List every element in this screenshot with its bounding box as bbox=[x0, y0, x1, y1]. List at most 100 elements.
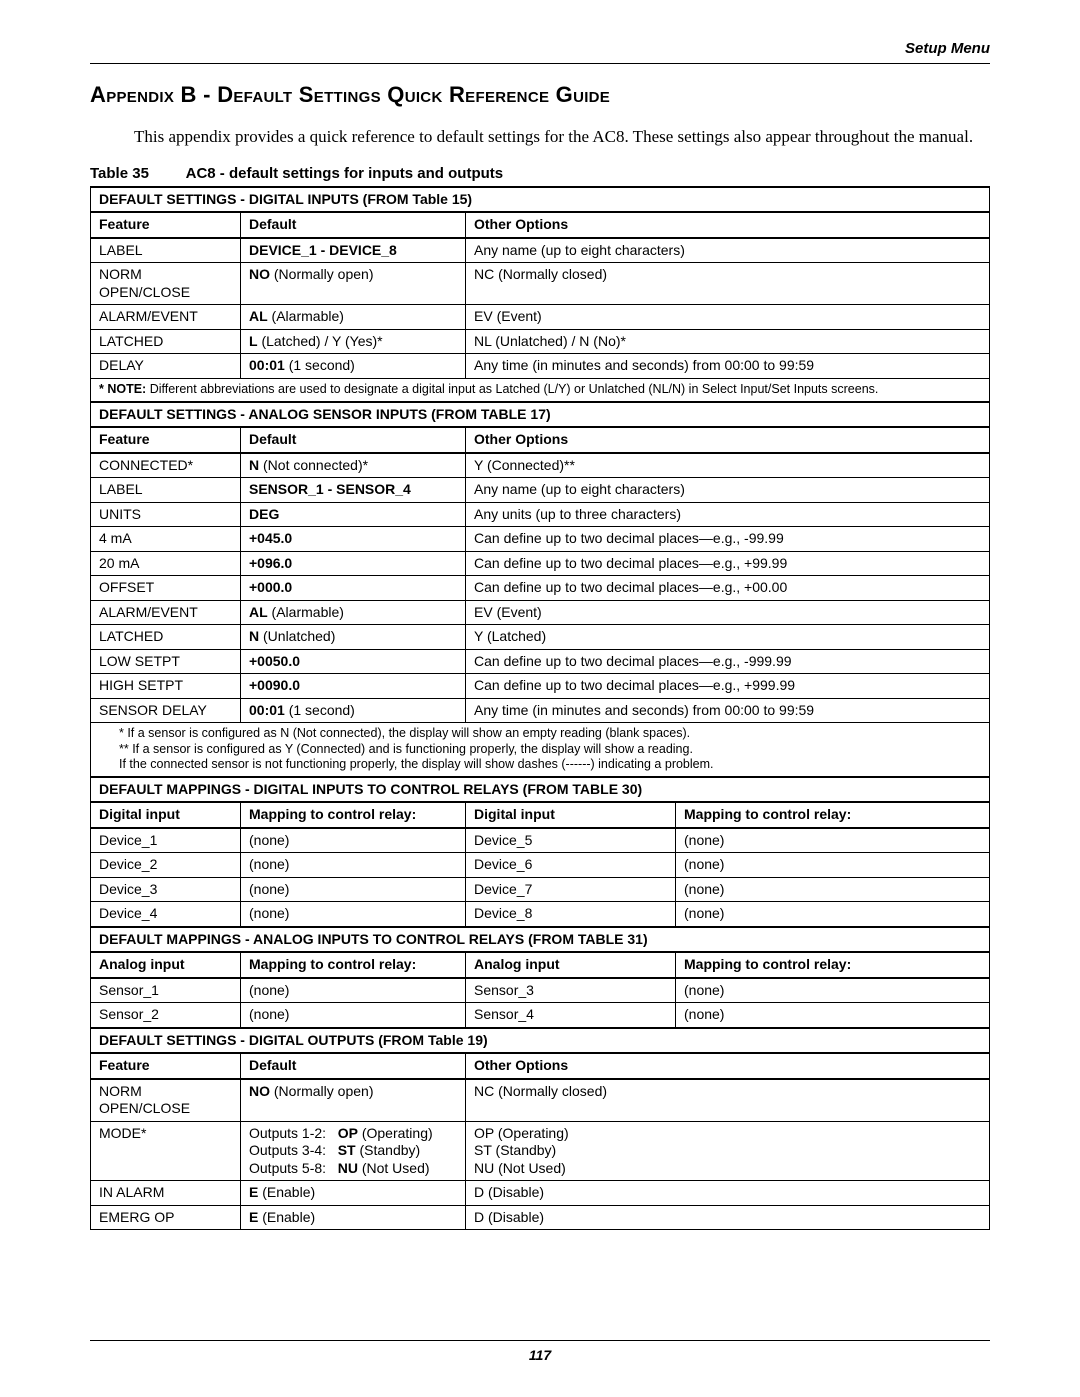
feature-cell: LATCHED bbox=[91, 625, 241, 650]
feature-cell: LABEL bbox=[91, 238, 241, 263]
sec2-col-feature: Feature bbox=[91, 427, 241, 453]
feature-cell: UNITS bbox=[91, 502, 241, 527]
other-cell: Can define up to two decimal places—e.g.… bbox=[466, 649, 990, 674]
sec4-title: DEFAULT MAPPINGS - ANALOG INPUTS TO CONT… bbox=[91, 927, 990, 953]
other-cell: Can define up to two decimal places—e.g.… bbox=[466, 527, 990, 552]
table-row: Sensor_1(none)Sensor_3(none) bbox=[91, 978, 990, 1003]
other-cell: NL (Unlatched) / N (No)* bbox=[466, 329, 990, 354]
map-cell: (none) bbox=[241, 828, 466, 853]
feature-cell: LABEL bbox=[91, 478, 241, 503]
sec1-col-headers: Feature Default Other Options bbox=[91, 212, 990, 238]
other-cell: Can define up to two decimal places—e.g.… bbox=[466, 576, 990, 601]
map-cell: (none) bbox=[676, 1003, 990, 1028]
default-cell: SENSOR_1 - SENSOR_4 bbox=[241, 478, 466, 503]
default-cell: N (Unlatched) bbox=[241, 625, 466, 650]
map-cell: Sensor_1 bbox=[91, 978, 241, 1003]
map-cell: (none) bbox=[676, 978, 990, 1003]
table-row: LATCHEDN (Unlatched)Y (Latched) bbox=[91, 625, 990, 650]
default-cell: +000.0 bbox=[241, 576, 466, 601]
table-row: ALARM/EVENTAL (Alarmable)EV (Event) bbox=[91, 600, 990, 625]
table-caption-text: AC8 - default settings for inputs and ou… bbox=[186, 165, 504, 182]
other-cell: Any time (in minutes and seconds) from 0… bbox=[466, 698, 990, 723]
sec2-col-default: Default bbox=[241, 427, 466, 453]
table-row: LOW SETPT+0050.0Can define up to two dec… bbox=[91, 649, 990, 674]
default-cell: DEG bbox=[241, 502, 466, 527]
feature-cell: LATCHED bbox=[91, 329, 241, 354]
table-row: DELAY00:01 (1 second)Any time (in minute… bbox=[91, 354, 990, 379]
default-cell: DEVICE_1 - DEVICE_8 bbox=[241, 238, 466, 263]
sec5-col-default: Default bbox=[241, 1053, 466, 1079]
other-cell: Any name (up to eight characters) bbox=[466, 478, 990, 503]
sec3-col-d: Mapping to control relay: bbox=[676, 802, 990, 828]
feature-cell: NORM OPEN/CLOSE bbox=[91, 1079, 241, 1122]
sec5-title: DEFAULT SETTINGS - DIGITAL OUTPUTS (FROM… bbox=[91, 1028, 990, 1054]
sec2-foot-2: ** If a sensor is configured as Y (Conne… bbox=[119, 742, 983, 758]
sec5-mode-feature: MODE* bbox=[91, 1121, 241, 1181]
sec3-title: DEFAULT MAPPINGS - DIGITAL INPUTS TO CON… bbox=[91, 777, 990, 803]
map-cell: (none) bbox=[241, 877, 466, 902]
feature-cell: OFFSET bbox=[91, 576, 241, 601]
default-cell: AL (Alarmable) bbox=[241, 305, 466, 330]
sec3-col-a: Digital input bbox=[91, 802, 241, 828]
default-cell: E (Enable) bbox=[241, 1205, 466, 1230]
sec1-col-other: Other Options bbox=[466, 212, 990, 238]
page: Setup Menu Appendix B - Default Settings… bbox=[0, 0, 1080, 1393]
default-cell: E (Enable) bbox=[241, 1181, 466, 1206]
other-cell: Can define up to two decimal places—e.g.… bbox=[466, 551, 990, 576]
map-cell: Sensor_4 bbox=[466, 1003, 676, 1028]
sec5-col-feature: Feature bbox=[91, 1053, 241, 1079]
sec1-col-feature: Feature bbox=[91, 212, 241, 238]
table-row: NORM OPEN/CLOSENO (Normally open)NC (Nor… bbox=[91, 1079, 990, 1122]
other-cell: Any time (in minutes and seconds) from 0… bbox=[466, 354, 990, 379]
sec4-col-a: Analog input bbox=[91, 952, 241, 978]
rule-bottom bbox=[90, 1340, 990, 1341]
map-cell: (none) bbox=[241, 978, 466, 1003]
feature-cell: DELAY bbox=[91, 354, 241, 379]
table-row: Device_3(none)Device_7(none) bbox=[91, 877, 990, 902]
feature-cell: 4 mA bbox=[91, 527, 241, 552]
table-row: NORM OPEN/CLOSENO (Normally open)NC (Nor… bbox=[91, 263, 990, 305]
map-cell: Device_5 bbox=[466, 828, 676, 853]
sec2-col-other: Other Options bbox=[466, 427, 990, 453]
sec4-col-c: Analog input bbox=[466, 952, 676, 978]
table-row: Device_4(none)Device_8(none) bbox=[91, 902, 990, 927]
default-cell: +096.0 bbox=[241, 551, 466, 576]
table-row: Device_1(none)Device_5(none) bbox=[91, 828, 990, 853]
map-cell: Device_7 bbox=[466, 877, 676, 902]
table-row: CONNECTED*N (Not connected)*Y (Connected… bbox=[91, 453, 990, 478]
table-row: UNITSDEGAny units (up to three character… bbox=[91, 502, 990, 527]
sec1-note: * NOTE: Different abbreviations are used… bbox=[91, 378, 990, 401]
sec3-col-b: Mapping to control relay: bbox=[241, 802, 466, 828]
map-cell: Device_4 bbox=[91, 902, 241, 927]
map-cell: Device_8 bbox=[466, 902, 676, 927]
default-cell: L (Latched) / Y (Yes)* bbox=[241, 329, 466, 354]
other-cell: NC (Normally closed) bbox=[466, 1079, 990, 1122]
table-row: 4 mA+045.0Can define up to two decimal p… bbox=[91, 527, 990, 552]
table-row: OFFSET+000.0Can define up to two decimal… bbox=[91, 576, 990, 601]
map-cell: (none) bbox=[676, 828, 990, 853]
sec2-foot-3: If the connected sensor is not functioni… bbox=[119, 757, 983, 773]
default-cell: NO (Normally open) bbox=[241, 1079, 466, 1122]
map-cell: Sensor_3 bbox=[466, 978, 676, 1003]
table-row: LABELDEVICE_1 - DEVICE_8Any name (up to … bbox=[91, 238, 990, 263]
map-cell: (none) bbox=[241, 902, 466, 927]
other-cell: Any units (up to three characters) bbox=[466, 502, 990, 527]
default-cell: N (Not connected)* bbox=[241, 453, 466, 478]
sec5-col-other: Other Options bbox=[466, 1053, 990, 1079]
other-cell: Any name (up to eight characters) bbox=[466, 238, 990, 263]
default-cell: NO (Normally open) bbox=[241, 263, 466, 305]
sec5-col-headers: Feature Default Other Options bbox=[91, 1053, 990, 1079]
sec4-col-headers: Analog input Mapping to control relay: A… bbox=[91, 952, 990, 978]
table-row: SENSOR DELAY00:01 (1 second)Any time (in… bbox=[91, 698, 990, 723]
table-caption: Table 35 AC8 - default settings for inpu… bbox=[90, 165, 990, 182]
feature-cell: NORM OPEN/CLOSE bbox=[91, 263, 241, 305]
map-cell: Device_6 bbox=[466, 853, 676, 878]
table-row: LABELSENSOR_1 - SENSOR_4Any name (up to … bbox=[91, 478, 990, 503]
sec2-footnotes: * If a sensor is configured as N (Not co… bbox=[91, 723, 990, 777]
sec2-title: DEFAULT SETTINGS - ANALOG SENSOR INPUTS … bbox=[91, 402, 990, 428]
other-cell: EV (Event) bbox=[466, 305, 990, 330]
feature-cell: ALARM/EVENT bbox=[91, 305, 241, 330]
default-cell: +0090.0 bbox=[241, 674, 466, 699]
feature-cell: ALARM/EVENT bbox=[91, 600, 241, 625]
feature-cell: 20 mA bbox=[91, 551, 241, 576]
